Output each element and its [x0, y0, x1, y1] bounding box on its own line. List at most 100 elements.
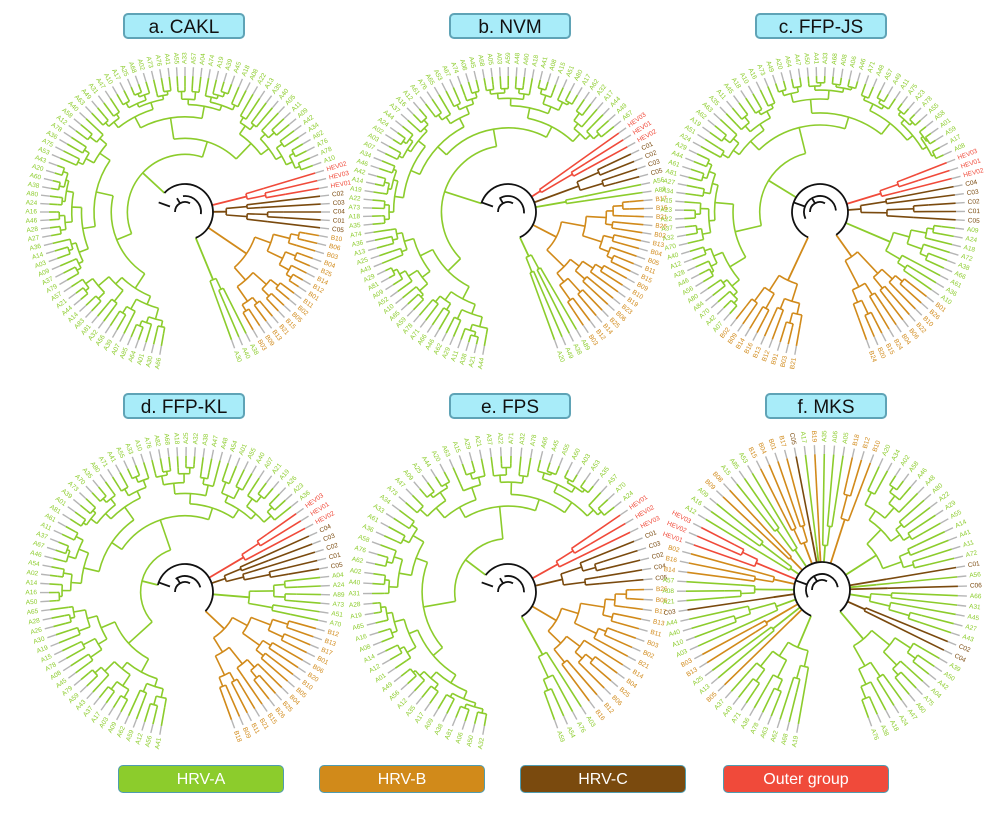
- tip-label: A12: [135, 732, 145, 745]
- tip-branch: [794, 345, 798, 355]
- tip-branch: [413, 314, 420, 323]
- tip-branch: [625, 518, 634, 525]
- tip-branch: [373, 262, 383, 268]
- tip-branch: [400, 683, 409, 691]
- tip-branch: [719, 106, 727, 115]
- tip-branch: [366, 239, 376, 243]
- tip-label: A48: [514, 52, 522, 64]
- tip-branch: [99, 474, 106, 483]
- tip-label: A76: [154, 54, 163, 67]
- tip-branch: [576, 466, 583, 476]
- tip-label: A08: [953, 142, 967, 153]
- tip-branch: [954, 555, 964, 559]
- tip-branch: [568, 333, 575, 342]
- tree-panel-3: B21B03B91B12B13B16B14B09B02A07A42A70A84A…: [660, 52, 984, 370]
- tip-branch: [642, 567, 652, 571]
- tip-branch: [953, 184, 963, 188]
- tip-branch: [86, 691, 94, 700]
- tip-branch: [723, 313, 731, 321]
- tip-label: A73: [332, 601, 344, 609]
- tip-label: A65: [26, 608, 39, 616]
- tip-branch: [685, 157, 694, 163]
- tip-branch: [688, 149, 698, 155]
- tip-branch: [78, 492, 87, 500]
- tip-branch: [596, 101, 604, 110]
- tip-label: A41: [163, 53, 171, 66]
- tip-branch: [763, 77, 769, 87]
- tip-branch: [320, 219, 330, 222]
- tip-branch: [471, 723, 476, 733]
- tip-label: A04: [332, 572, 345, 580]
- tip-branch: [732, 95, 740, 104]
- tip-branch: [473, 70, 477, 80]
- tip-branch: [131, 456, 137, 466]
- tip-branch: [957, 604, 967, 607]
- tip-label: A47: [211, 435, 220, 448]
- tip-branch: [626, 277, 635, 284]
- tip-branch: [295, 507, 304, 515]
- tip-branch: [385, 133, 394, 140]
- tip-label: A25: [118, 64, 129, 78]
- tip-label: A38: [459, 352, 469, 365]
- tip-branch: [385, 284, 394, 291]
- tip-label: A49: [764, 60, 775, 74]
- tip-label: A20: [555, 350, 566, 364]
- tip-label: C01: [967, 560, 980, 569]
- tip-label: B17: [654, 608, 667, 616]
- tip-label: A34: [661, 187, 674, 196]
- tip-branch: [387, 667, 396, 674]
- tip-label: A48: [220, 437, 230, 450]
- tip-branch: [948, 536, 958, 541]
- tip-branch: [277, 106, 286, 114]
- tip-branch: [40, 202, 50, 205]
- tip-branch: [951, 545, 961, 550]
- tip-label: A25: [356, 256, 370, 266]
- tip-branch: [515, 67, 518, 77]
- tip-label: B12: [761, 349, 772, 363]
- tip-branch: [482, 345, 486, 355]
- tip-label: A48: [875, 64, 886, 78]
- tip-label: C01: [968, 208, 980, 215]
- tip-label: A29: [674, 141, 688, 152]
- tip-branch: [238, 336, 244, 346]
- tip-branch: [67, 506, 76, 513]
- tree-panel-6: A19A68A62A63A78A36A71A49A37B05A13A25B13B…: [662, 430, 983, 748]
- tip-label: A76: [143, 436, 153, 449]
- tip-branch: [308, 531, 318, 537]
- tip-branch: [42, 617, 52, 621]
- tip-label: HEV02: [963, 167, 985, 179]
- tip-branch: [694, 653, 703, 660]
- tip-branch: [433, 86, 440, 96]
- tip-label: C04: [953, 653, 967, 665]
- tip-branch: [953, 623, 963, 627]
- tip-branch: [405, 488, 413, 496]
- tip-label: A22: [496, 432, 504, 444]
- tip-label: A34: [359, 149, 373, 160]
- tip-branch: [193, 447, 196, 457]
- tip-branch: [562, 79, 568, 88]
- tip-branch: [710, 677, 719, 685]
- tip-branch: [119, 333, 125, 342]
- tip-branch: [776, 719, 781, 729]
- tip-label: A22: [660, 216, 672, 224]
- tip-branch: [908, 693, 916, 702]
- tip-branch: [55, 146, 64, 152]
- tip-label: A80: [573, 68, 585, 82]
- tip-branch: [643, 199, 653, 202]
- tip-branch: [709, 497, 718, 505]
- tip-label: B10: [872, 439, 883, 453]
- tip-branch: [935, 282, 945, 289]
- tip-label: A57: [190, 52, 198, 64]
- tip-branch: [84, 310, 93, 318]
- tip-label: A62: [116, 725, 127, 739]
- tip-branch: [97, 95, 105, 104]
- tip-branch: [376, 149, 386, 155]
- tip-branch: [319, 227, 330, 230]
- tip-branch: [596, 694, 604, 703]
- tip-branch: [84, 106, 93, 114]
- tip-branch: [46, 546, 56, 551]
- tip-branch: [639, 173, 649, 178]
- tip-label: A38: [957, 262, 971, 273]
- tip-branch: [79, 111, 87, 120]
- tip-label: A12: [684, 504, 698, 516]
